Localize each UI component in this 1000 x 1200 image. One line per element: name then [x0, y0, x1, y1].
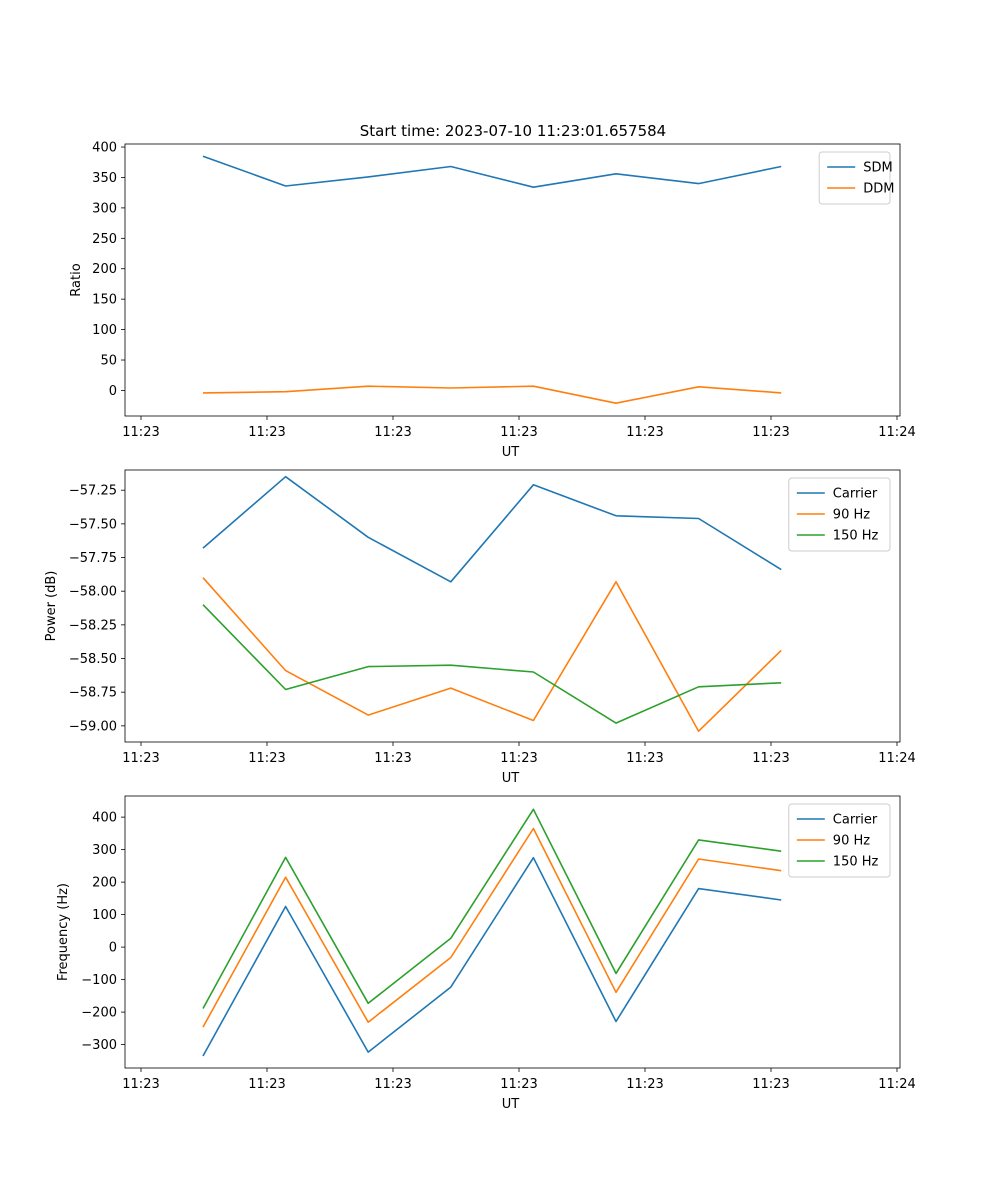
frequency-xlabel: UT [502, 1097, 520, 1112]
ratio-xtick-label: 11:23 [752, 425, 789, 440]
power-panel: 11:23 11:23 11:23 11:23 11:23 11:23 11:24 −59.0… [44, 469, 916, 786]
ratio-ylabel: Ratio [69, 263, 84, 296]
frequency-xtick-label: 11:24 [878, 1077, 915, 1092]
power-series-line-carrier [202, 475, 782, 583]
ratio-legend-box [818, 151, 891, 205]
ratio-legend: SDM DDM [818, 151, 894, 205]
frequency-axes-frame [124, 795, 901, 1069]
power-ytick-label: −59.00 [69, 719, 117, 734]
frequency-ytick-label: −300 [81, 1038, 117, 1053]
power-ytick-label: −57.25 [69, 484, 117, 499]
power-ytick-label: −58.50 [69, 652, 117, 667]
power-legend-label: 150 Hz [833, 529, 879, 544]
power-ytick-label: −58.75 [69, 686, 117, 701]
frequency-legend: Carrier 90 Hz 150 Hz [788, 803, 891, 878]
ratio-series-line-ddm [202, 385, 782, 405]
frequency-ylabel: Frequency (Hz) [56, 883, 71, 981]
power-ytick-label: −57.75 [69, 551, 117, 566]
frequency-ytick-label: −100 [81, 973, 117, 988]
frequency-xtick-label: 11:23 [122, 1077, 159, 1092]
frequency-xtick-label: 11:23 [752, 1077, 789, 1092]
power-ytick-label: −58.00 [69, 585, 117, 600]
ratio-xlabel: UT [502, 445, 520, 460]
ratio-xtick-label: 11:24 [878, 425, 915, 440]
figure-title: Start time: 2023-07-10 11:23:01.657584 [360, 122, 666, 140]
ratio-xtick-label: 11:23 [374, 425, 411, 440]
power-xtick-label: 11:24 [878, 751, 915, 766]
frequency-ytick-label: 0 [109, 941, 117, 956]
frequency-series-line-150-hz [202, 808, 782, 1009]
power-series-line-150-hz [202, 604, 782, 724]
frequency-legend-box [788, 803, 891, 878]
frequency-ytick-label: 200 [92, 876, 117, 891]
frequency-legend-label: 90 Hz [833, 834, 870, 849]
power-xtick-label: 11:23 [122, 751, 159, 766]
ratio-ytick-label: 400 [92, 141, 117, 156]
ratio-ytick-label: 200 [92, 262, 117, 277]
ratio-xtick-label: 11:23 [122, 425, 159, 440]
frequency-xtick-label: 11:23 [626, 1077, 663, 1092]
power-ytick-label: −57.50 [69, 517, 117, 532]
frequency-legend-label: Carrier [833, 813, 878, 828]
power-legend-label: Carrier [833, 487, 878, 502]
frequency-legend-label: 150 Hz [833, 855, 879, 870]
frequency-ytick-label: 100 [92, 908, 117, 923]
ratio-ytick-label: 100 [92, 323, 117, 338]
power-legend: Carrier 90 Hz 150 Hz [788, 477, 891, 552]
power-ytick-label: −58.25 [69, 618, 117, 633]
power-legend-label: 90 Hz [833, 508, 870, 523]
power-xtick-label: 11:23 [626, 751, 663, 766]
ratio-ytick-label: 150 [92, 293, 117, 308]
frequency-xtick-label: 11:23 [248, 1077, 285, 1092]
power-xtick-label: 11:23 [374, 751, 411, 766]
ratio-legend-label: SDM [863, 161, 892, 176]
ratio-panel: 11:23 11:23 11:23 11:23 11:23 11:23 11:24 0 50 10… [69, 141, 916, 460]
power-axes-frame [124, 469, 901, 743]
power-xtick-label: 11:23 [752, 751, 789, 766]
ratio-ytick-label: 50 [100, 354, 117, 369]
ratio-legend-label: DDM [863, 182, 894, 197]
power-xtick-label: 11:23 [500, 751, 537, 766]
power-xlabel: UT [502, 771, 520, 786]
ratio-xtick-label: 11:23 [500, 425, 537, 440]
ratio-ytick-label: 350 [92, 171, 117, 186]
ratio-series-line-sdm [202, 155, 782, 188]
power-xtick-label: 11:23 [248, 751, 285, 766]
power-legend-box [788, 477, 891, 552]
frequency-xtick-label: 11:23 [500, 1077, 537, 1092]
ratio-xtick-label: 11:23 [626, 425, 663, 440]
ratio-axes-frame [124, 143, 901, 417]
ratio-ytick-label: 0 [109, 384, 117, 399]
frequency-xtick-label: 11:23 [374, 1077, 411, 1092]
frequency-series-line-90-hz [202, 827, 782, 1028]
frequency-panel: 11:23 11:23 11:23 11:23 11:23 11:23 11:24 −300 −… [56, 795, 916, 1112]
frequency-series-line-carrier [202, 856, 782, 1057]
ratio-xtick-label: 11:23 [248, 425, 285, 440]
power-series-line-90-hz [202, 577, 782, 733]
frequency-ytick-label: 400 [92, 811, 117, 826]
ratio-ytick-label: 250 [92, 232, 117, 247]
ratio-ytick-label: 300 [92, 201, 117, 216]
frequency-ytick-label: 300 [92, 843, 117, 858]
power-ylabel: Power (dB) [44, 571, 59, 642]
frequency-ytick-label: −200 [81, 1006, 117, 1021]
